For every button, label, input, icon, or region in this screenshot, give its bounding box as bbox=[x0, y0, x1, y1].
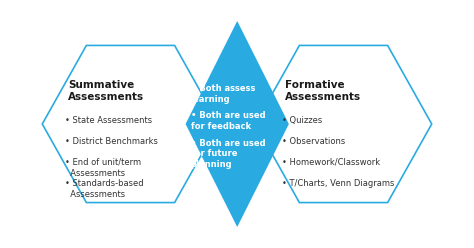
Text: • Observations: • Observations bbox=[283, 137, 346, 146]
Text: • Both are used
for feedback: • Both are used for feedback bbox=[191, 111, 265, 131]
Text: • Both are used
for future
planning: • Both are used for future planning bbox=[191, 139, 265, 169]
Polygon shape bbox=[186, 21, 289, 227]
Text: • Homework/Classwork: • Homework/Classwork bbox=[283, 158, 381, 167]
Polygon shape bbox=[42, 45, 219, 203]
Text: • T/Charts, Venn Diagrams: • T/Charts, Venn Diagrams bbox=[283, 179, 395, 188]
Text: Formative
Assessments: Formative Assessments bbox=[285, 80, 362, 102]
Polygon shape bbox=[255, 45, 432, 203]
Text: • End of unit/term
  Assessments: • End of unit/term Assessments bbox=[65, 158, 141, 178]
Text: • Both assess
learning: • Both assess learning bbox=[191, 84, 255, 103]
Text: Summative
Assessments: Summative Assessments bbox=[68, 80, 144, 102]
Text: • Quizzes: • Quizzes bbox=[283, 116, 323, 125]
Text: • Standards-based
  Assessments: • Standards-based Assessments bbox=[65, 179, 144, 199]
Text: • District Benchmarks: • District Benchmarks bbox=[65, 137, 158, 146]
Text: • State Assessments: • State Assessments bbox=[65, 116, 152, 125]
